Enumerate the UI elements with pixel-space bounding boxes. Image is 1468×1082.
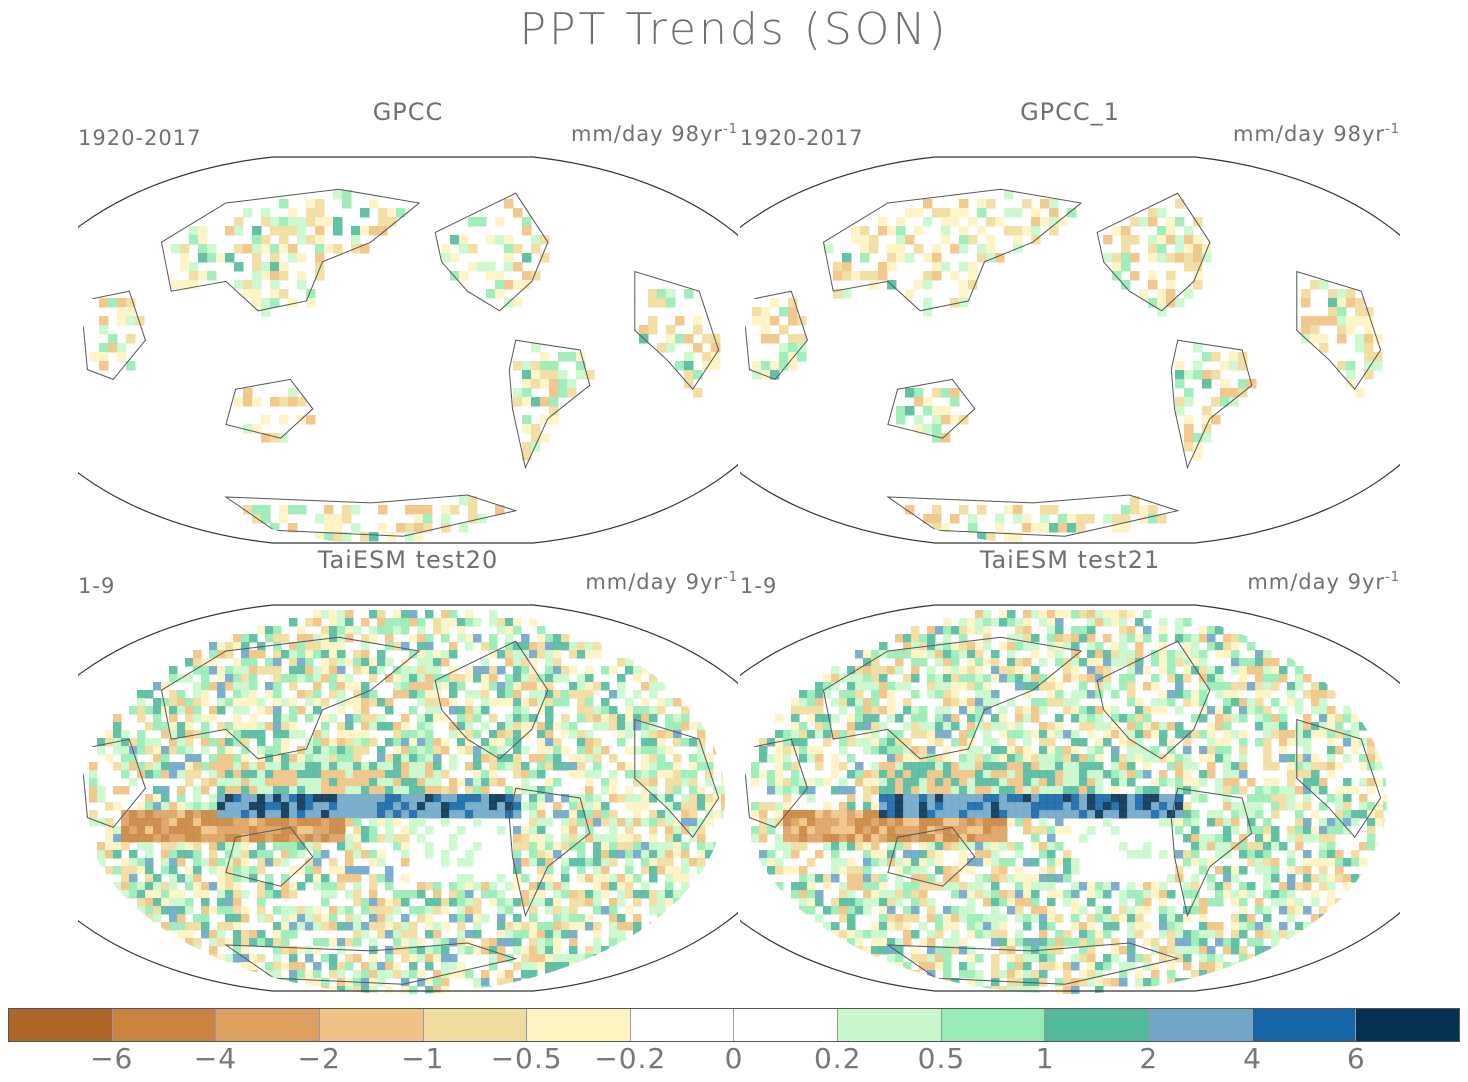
- map-panel-gpcc-1: GPCC_1 1920-2017 mm/day 98yr-1: [740, 98, 1400, 550]
- colorbar-tick-label: 6: [1346, 1042, 1366, 1075]
- colorbar-tick-label: 0.2: [813, 1042, 862, 1075]
- map-plot: [78, 156, 738, 544]
- colorbar-segment: [9, 1009, 113, 1041]
- period-label: 1-9: [740, 574, 778, 598]
- panel-title: TaiESM test20: [317, 546, 499, 574]
- colorbar-segment: [630, 1009, 735, 1041]
- colorbar-segment: [734, 1009, 839, 1041]
- map-plot: [740, 604, 1400, 994]
- map-plot: [78, 604, 738, 994]
- colorbar-segment: [941, 1009, 1046, 1041]
- colorbar-tick-label: 1: [1035, 1042, 1055, 1075]
- colorbar-segment: [1149, 1009, 1253, 1041]
- figure-title: PPT Trends (SON): [519, 4, 949, 55]
- units-label: mm/day 98yr-1: [1232, 122, 1400, 146]
- colorbar-segment: [1045, 1009, 1150, 1041]
- map-panel-taiesm-test20: TaiESM test20 1-9 mm/day 9yr-1: [78, 546, 738, 998]
- units-label: mm/day 9yr-1: [1247, 570, 1400, 594]
- colorbar-tick-label: −2: [297, 1042, 341, 1075]
- map-panel-gpcc: GPCC 1920-2017 mm/day 98yr-1: [78, 98, 738, 550]
- colorbar-tick-label: −0.2: [594, 1042, 667, 1075]
- colorbar-tick-label: 0.5: [917, 1042, 966, 1075]
- colorbar-tick-label: 0: [724, 1042, 744, 1075]
- panel-title: GPCC_1: [1020, 98, 1120, 126]
- map-plot: [740, 156, 1400, 544]
- colorbar-segment: [838, 1009, 942, 1041]
- colorbar-tick-label: 2: [1139, 1042, 1159, 1075]
- units-label: mm/day 9yr-1: [585, 570, 738, 594]
- units-label: mm/day 98yr-1: [570, 122, 738, 146]
- colorbar-segment: [1356, 1009, 1459, 1041]
- panel-title: TaiESM test21: [979, 546, 1161, 574]
- panel-title: GPCC: [372, 98, 444, 126]
- period-label: 1920-2017: [78, 126, 202, 150]
- period-label: 1920-2017: [740, 126, 864, 150]
- colorbar-segment: [319, 1009, 424, 1041]
- colorbar-tick-label: −0.5: [490, 1042, 563, 1075]
- period-label: 1-9: [78, 574, 116, 598]
- colorbar-segment: [423, 1009, 528, 1041]
- colorbar-segment: [1252, 1009, 1357, 1041]
- colorbar-segment: [112, 1009, 217, 1041]
- colorbar: [8, 1008, 1460, 1042]
- map-panel-taiesm-test21: TaiESM test21 1-9 mm/day 9yr-1: [740, 546, 1400, 998]
- colorbar-tick-label: −6: [90, 1042, 134, 1075]
- colorbar-tick-label: 4: [1243, 1042, 1262, 1075]
- colorbar-segment: [216, 1009, 320, 1041]
- colorbar-tick-label: −1: [401, 1042, 445, 1075]
- colorbar-segment: [527, 1009, 631, 1041]
- colorbar-tick-label: −4: [193, 1042, 238, 1075]
